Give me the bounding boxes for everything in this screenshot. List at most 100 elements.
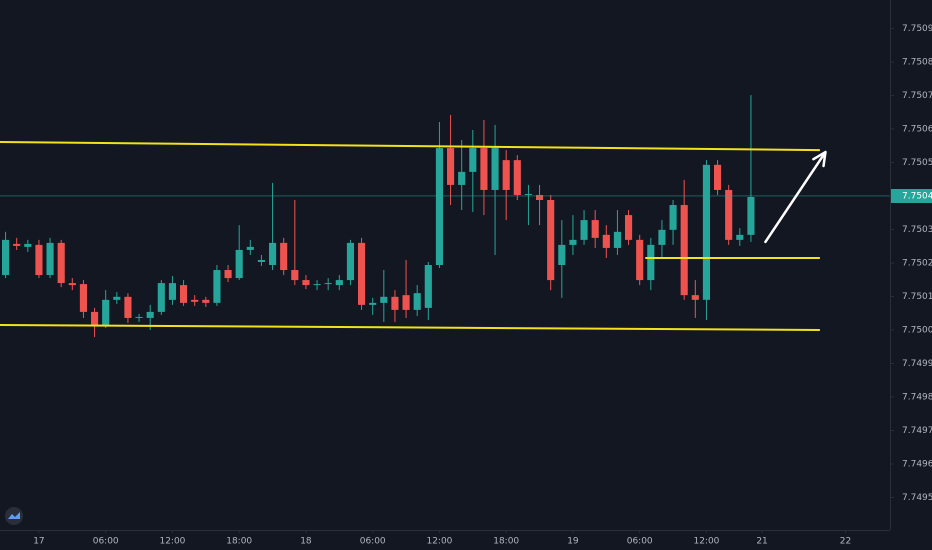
- candle-body: [102, 299, 110, 326]
- candle-body: [558, 244, 566, 265]
- y-tick-label: 7.75020: [902, 258, 932, 268]
- x-tick-label: 06:00: [360, 537, 386, 547]
- candle-body: [569, 239, 577, 245]
- candle-body: [391, 296, 399, 310]
- candle-body: [168, 283, 176, 300]
- candle-body: [380, 296, 388, 303]
- candle-body: [68, 283, 76, 286]
- candle-body: [46, 242, 54, 276]
- x-tick-label: 18: [300, 537, 312, 547]
- candle-body: [24, 243, 32, 247]
- y-tick-label: 7.74970: [902, 426, 932, 436]
- candle-body: [324, 283, 332, 285]
- candle-body: [435, 148, 443, 265]
- candle-body: [257, 259, 265, 262]
- candle-body: [536, 194, 544, 201]
- candle-body: [124, 296, 132, 318]
- candle-body: [291, 270, 299, 281]
- candle-body: [224, 270, 232, 279]
- x-tick-label: 17: [33, 537, 44, 547]
- candle-body: [413, 293, 421, 310]
- candle-body: [235, 249, 243, 279]
- last-price-box: [891, 188, 932, 203]
- candle-body: [280, 242, 288, 271]
- y-tick-label: 7.75070: [902, 91, 932, 101]
- candle-body: [625, 215, 633, 240]
- candle-body: [91, 311, 99, 326]
- candle-body: [491, 148, 499, 190]
- y-tick-label: 7.75090: [902, 24, 932, 34]
- candle-body: [57, 242, 65, 284]
- candle-body: [736, 234, 744, 240]
- logo: [5, 507, 23, 525]
- candle-body: [447, 148, 455, 185]
- candle-body: [79, 284, 87, 312]
- candle-body: [502, 160, 510, 190]
- x-tick-label: 12:00: [693, 537, 719, 547]
- y-tick-label: 7.74990: [902, 359, 932, 369]
- x-tick-label: 21: [756, 537, 767, 547]
- y-tick-label: 7.75030: [902, 225, 932, 235]
- candle-body: [369, 302, 377, 305]
- candle-body: [458, 171, 466, 185]
- candle-body: [424, 265, 432, 308]
- candle-body: [113, 296, 121, 300]
- candle-body: [725, 189, 733, 240]
- y-tick-label: 7.75080: [902, 57, 932, 67]
- candle-body: [691, 295, 699, 300]
- candle-body: [335, 280, 343, 286]
- candle-body: [647, 244, 655, 281]
- candle-body: [269, 242, 277, 265]
- x-tick-label: 06:00: [627, 537, 653, 547]
- candle-body: [469, 148, 477, 172]
- y-tick-label: 7.74980: [902, 392, 932, 402]
- candle-body: [346, 242, 354, 281]
- trendline: [0, 323, 820, 331]
- candle-body: [636, 239, 644, 281]
- candle-body: [246, 246, 254, 250]
- candle-body: [714, 164, 722, 190]
- x-tick-label: 18:00: [226, 537, 252, 547]
- candle-body: [702, 164, 710, 300]
- x-tick-label: 12:00: [426, 537, 452, 547]
- candle-body: [13, 243, 21, 246]
- candle-body: [524, 193, 532, 195]
- trendline: [0, 141, 820, 152]
- candle-body: [591, 220, 599, 238]
- candle-body: [191, 299, 199, 302]
- candle-body: [580, 220, 588, 240]
- candle-body: [180, 285, 188, 303]
- candle-body: [35, 244, 43, 276]
- candle-body: [402, 295, 410, 310]
- x-tick-label: 06:00: [93, 537, 119, 547]
- candle-body: [480, 148, 488, 190]
- y-tick-label: 7.74960: [902, 460, 932, 470]
- candle-body: [135, 316, 143, 318]
- candle-body: [547, 200, 555, 281]
- candle-body: [2, 239, 10, 276]
- candle-body: [513, 160, 521, 195]
- candle-body: [313, 284, 321, 286]
- x-tick-label: 12:00: [159, 537, 185, 547]
- last-price-label: 7.75040: [902, 191, 932, 201]
- y-tick-label: 7.75060: [902, 124, 932, 134]
- y-tick-label: 7.75010: [902, 292, 932, 302]
- arrow: [764, 150, 827, 244]
- candle-body: [747, 196, 755, 235]
- candle-body: [658, 229, 666, 245]
- candle-body: [213, 270, 221, 303]
- y-tick-label: 7.74950: [902, 493, 932, 503]
- candle-body: [146, 311, 154, 318]
- candle-body: [613, 231, 621, 248]
- candle-body: [202, 299, 210, 303]
- candle-body: [680, 205, 688, 296]
- y-tick-label: 7.75050: [902, 158, 932, 168]
- candle-body: [669, 205, 677, 230]
- candle-body: [157, 283, 165, 312]
- candle-body: [302, 280, 310, 286]
- x-tick-label: 19: [567, 537, 579, 547]
- x-tick-label: 22: [840, 537, 851, 547]
